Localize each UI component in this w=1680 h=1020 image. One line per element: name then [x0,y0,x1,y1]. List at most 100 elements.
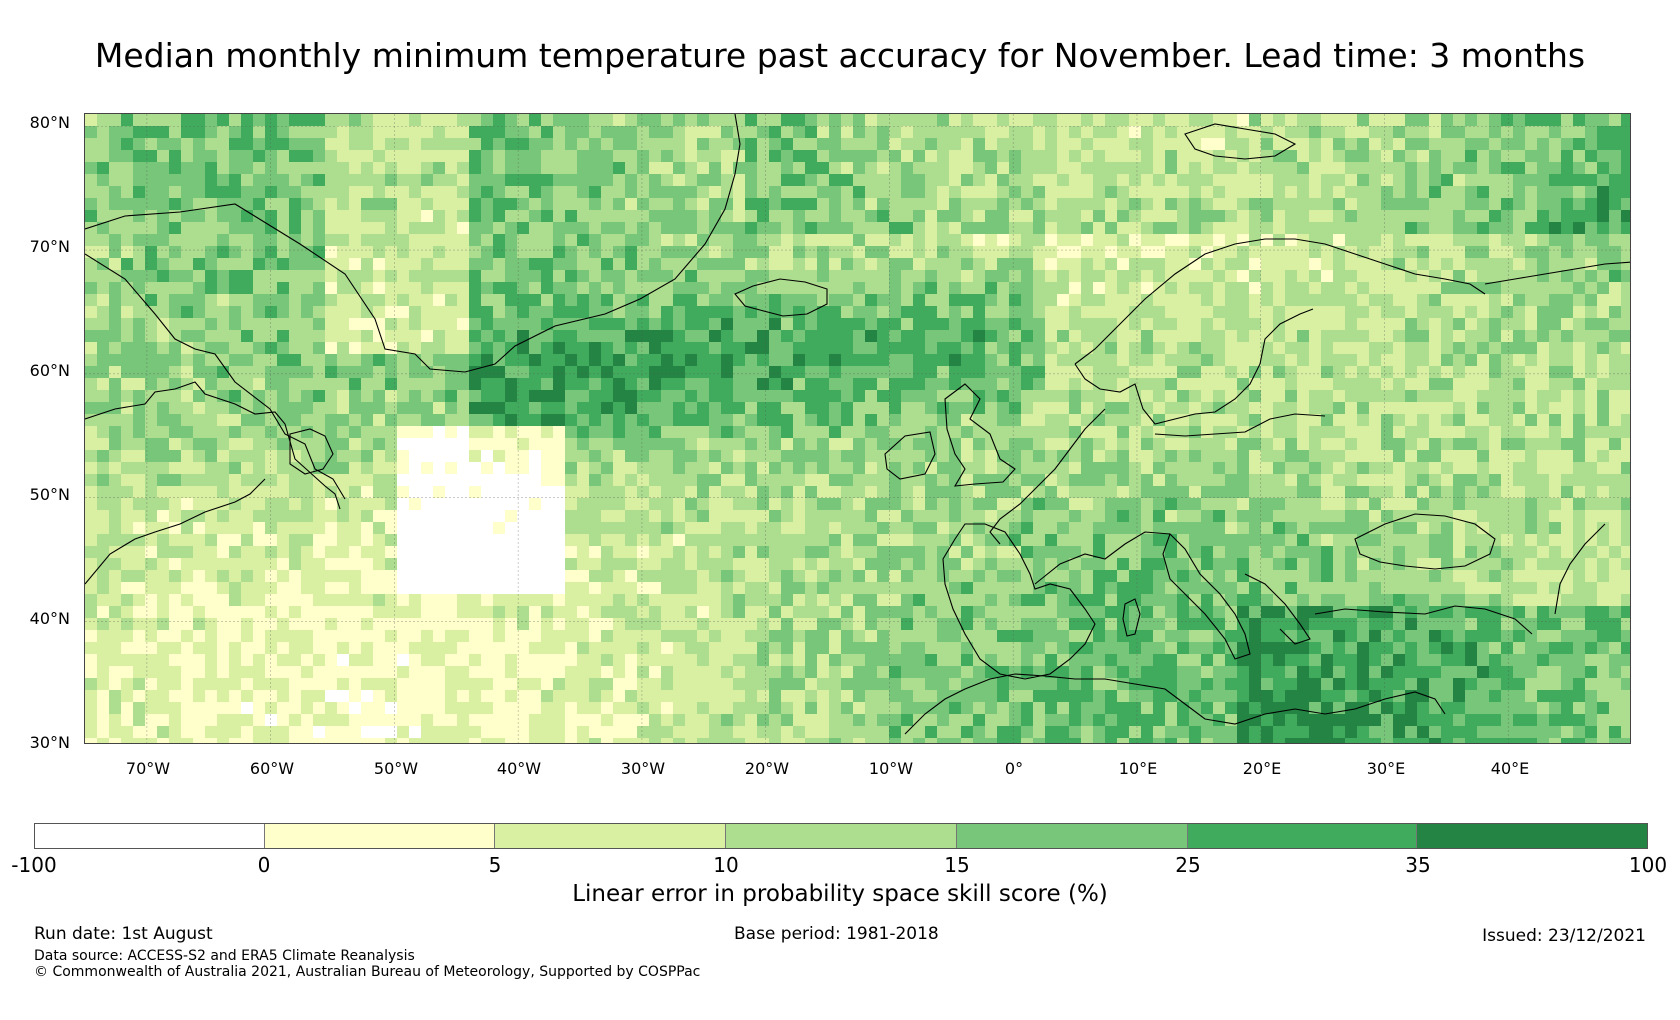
skill-cell [253,258,265,270]
skill-cell [1177,510,1189,522]
skill-cell [1465,186,1477,198]
skill-cell [709,342,721,354]
skill-cell [517,390,529,402]
skill-cell [889,246,901,258]
skill-cell [109,534,121,546]
skill-cell [361,438,373,450]
skill-cell [1189,546,1201,558]
skill-cell [277,138,289,150]
skill-cell [1285,414,1297,426]
skill-cell [1477,222,1489,234]
skill-cell [241,342,253,354]
skill-cell [1117,486,1129,498]
skill-cell [493,486,505,498]
skill-cell [1165,510,1177,522]
skill-cell [421,546,433,558]
skill-cell [1465,546,1477,558]
skill-cell [457,318,469,330]
skill-cell [733,390,745,402]
skill-cell [697,114,709,126]
skill-cell [1345,282,1357,294]
skill-cell [733,558,745,570]
skill-cell [1357,186,1369,198]
skill-cell [157,486,169,498]
skill-cell [1069,402,1081,414]
skill-cell [817,390,829,402]
skill-cell [1165,234,1177,246]
skill-cell [157,270,169,282]
skill-cell [1609,474,1621,486]
skill-grid-cells [85,114,1630,743]
skill-cell [565,390,577,402]
skill-cell [205,258,217,270]
skill-cell [1549,558,1561,570]
skill-cell [97,402,109,414]
skill-cell [1417,246,1429,258]
skill-cell [613,234,625,246]
skill-cell [961,558,973,570]
skill-cell [565,534,577,546]
skill-cell [1057,126,1069,138]
skill-cell [637,198,649,210]
skill-cell [745,210,757,222]
skill-cell [1153,210,1165,222]
skill-cell [349,258,361,270]
skill-cell [421,522,433,534]
skill-cell [97,270,109,282]
skill-cell [1141,450,1153,462]
skill-cell [421,114,433,126]
skill-cell [1405,306,1417,318]
skill-cell [1249,450,1261,462]
skill-cell [469,486,481,498]
skill-cell [1417,366,1429,378]
skill-cell [817,294,829,306]
skill-cell [85,390,97,402]
skill-cell [1009,138,1021,150]
skill-cell [1441,462,1453,474]
skill-cell [385,342,397,354]
skill-cell [361,174,373,186]
skill-cell [865,534,877,546]
skill-cell [1321,222,1333,234]
skill-cell [181,126,193,138]
skill-cell [253,282,265,294]
skill-cell [457,306,469,318]
skill-cell [1297,186,1309,198]
skill-cell [1405,330,1417,342]
skill-cell [1561,282,1573,294]
skill-cell [793,522,805,534]
skill-cell [577,510,589,522]
skill-cell [889,138,901,150]
skill-cell [181,234,193,246]
skill-cell [1405,210,1417,222]
skill-cell [1333,294,1345,306]
skill-cell [565,426,577,438]
skill-cell [337,534,349,546]
skill-cell [517,258,529,270]
skill-cell [349,174,361,186]
skill-cell [85,450,97,462]
skill-cell [301,438,313,450]
skill-cell [133,186,145,198]
skill-cell [1441,498,1453,510]
skill-cell [457,222,469,234]
skill-cell [1621,534,1630,546]
skill-cell [865,426,877,438]
skill-cell [1621,162,1630,174]
skill-cell [589,258,601,270]
skill-cell [1417,162,1429,174]
skill-cell [1465,522,1477,534]
skill-cell [1357,462,1369,474]
skill-cell [1393,198,1405,210]
skill-cell [277,462,289,474]
skill-cell [985,546,997,558]
skill-cell [349,570,361,582]
skill-cell [637,126,649,138]
skill-cell [457,474,469,486]
skill-cell [589,402,601,414]
skill-cell [1465,150,1477,162]
skill-cell [1549,486,1561,498]
skill-cell [1489,342,1501,354]
skill-cell [385,222,397,234]
skill-cell [133,330,145,342]
